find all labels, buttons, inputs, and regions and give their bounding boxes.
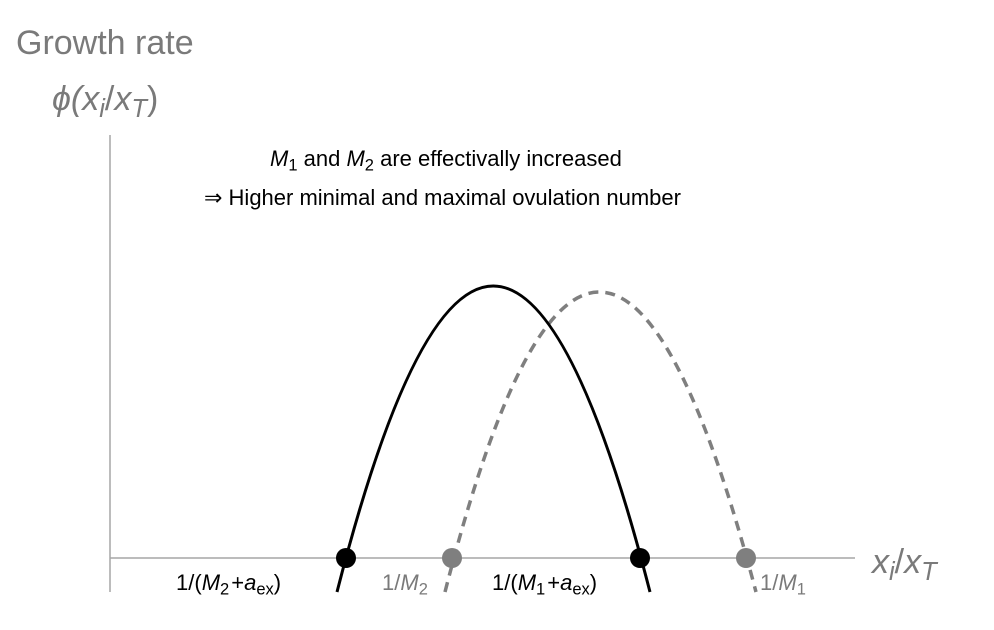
annotation-line-2: ⇒ Higher minimal and maximal ovulation n… <box>204 185 681 210</box>
root-dot-m2-aex <box>336 548 356 568</box>
annotation-line-1: M1 and M2 are effectivally increased <box>270 146 622 175</box>
original-curve-dashed <box>443 290 758 593</box>
x-axis-label: xi/xT <box>872 543 937 587</box>
y-axis-symbol: ϕ(xi/xT) <box>52 80 159 124</box>
root-dot-m1 <box>736 548 756 568</box>
root-label-m2-aex: 1/(M2+aex) <box>176 570 282 599</box>
root-label-m1: 1/M1 <box>760 570 806 599</box>
root-dot-m2 <box>442 548 462 568</box>
root-dot-m1-aex <box>630 548 650 568</box>
shifted-curve-solid <box>335 284 652 593</box>
root-label-m1-aex: 1/(M1+aex) <box>492 570 598 599</box>
y-axis-title: Growth rate <box>16 24 194 62</box>
root-label-m2: 1/M2 <box>382 570 428 599</box>
